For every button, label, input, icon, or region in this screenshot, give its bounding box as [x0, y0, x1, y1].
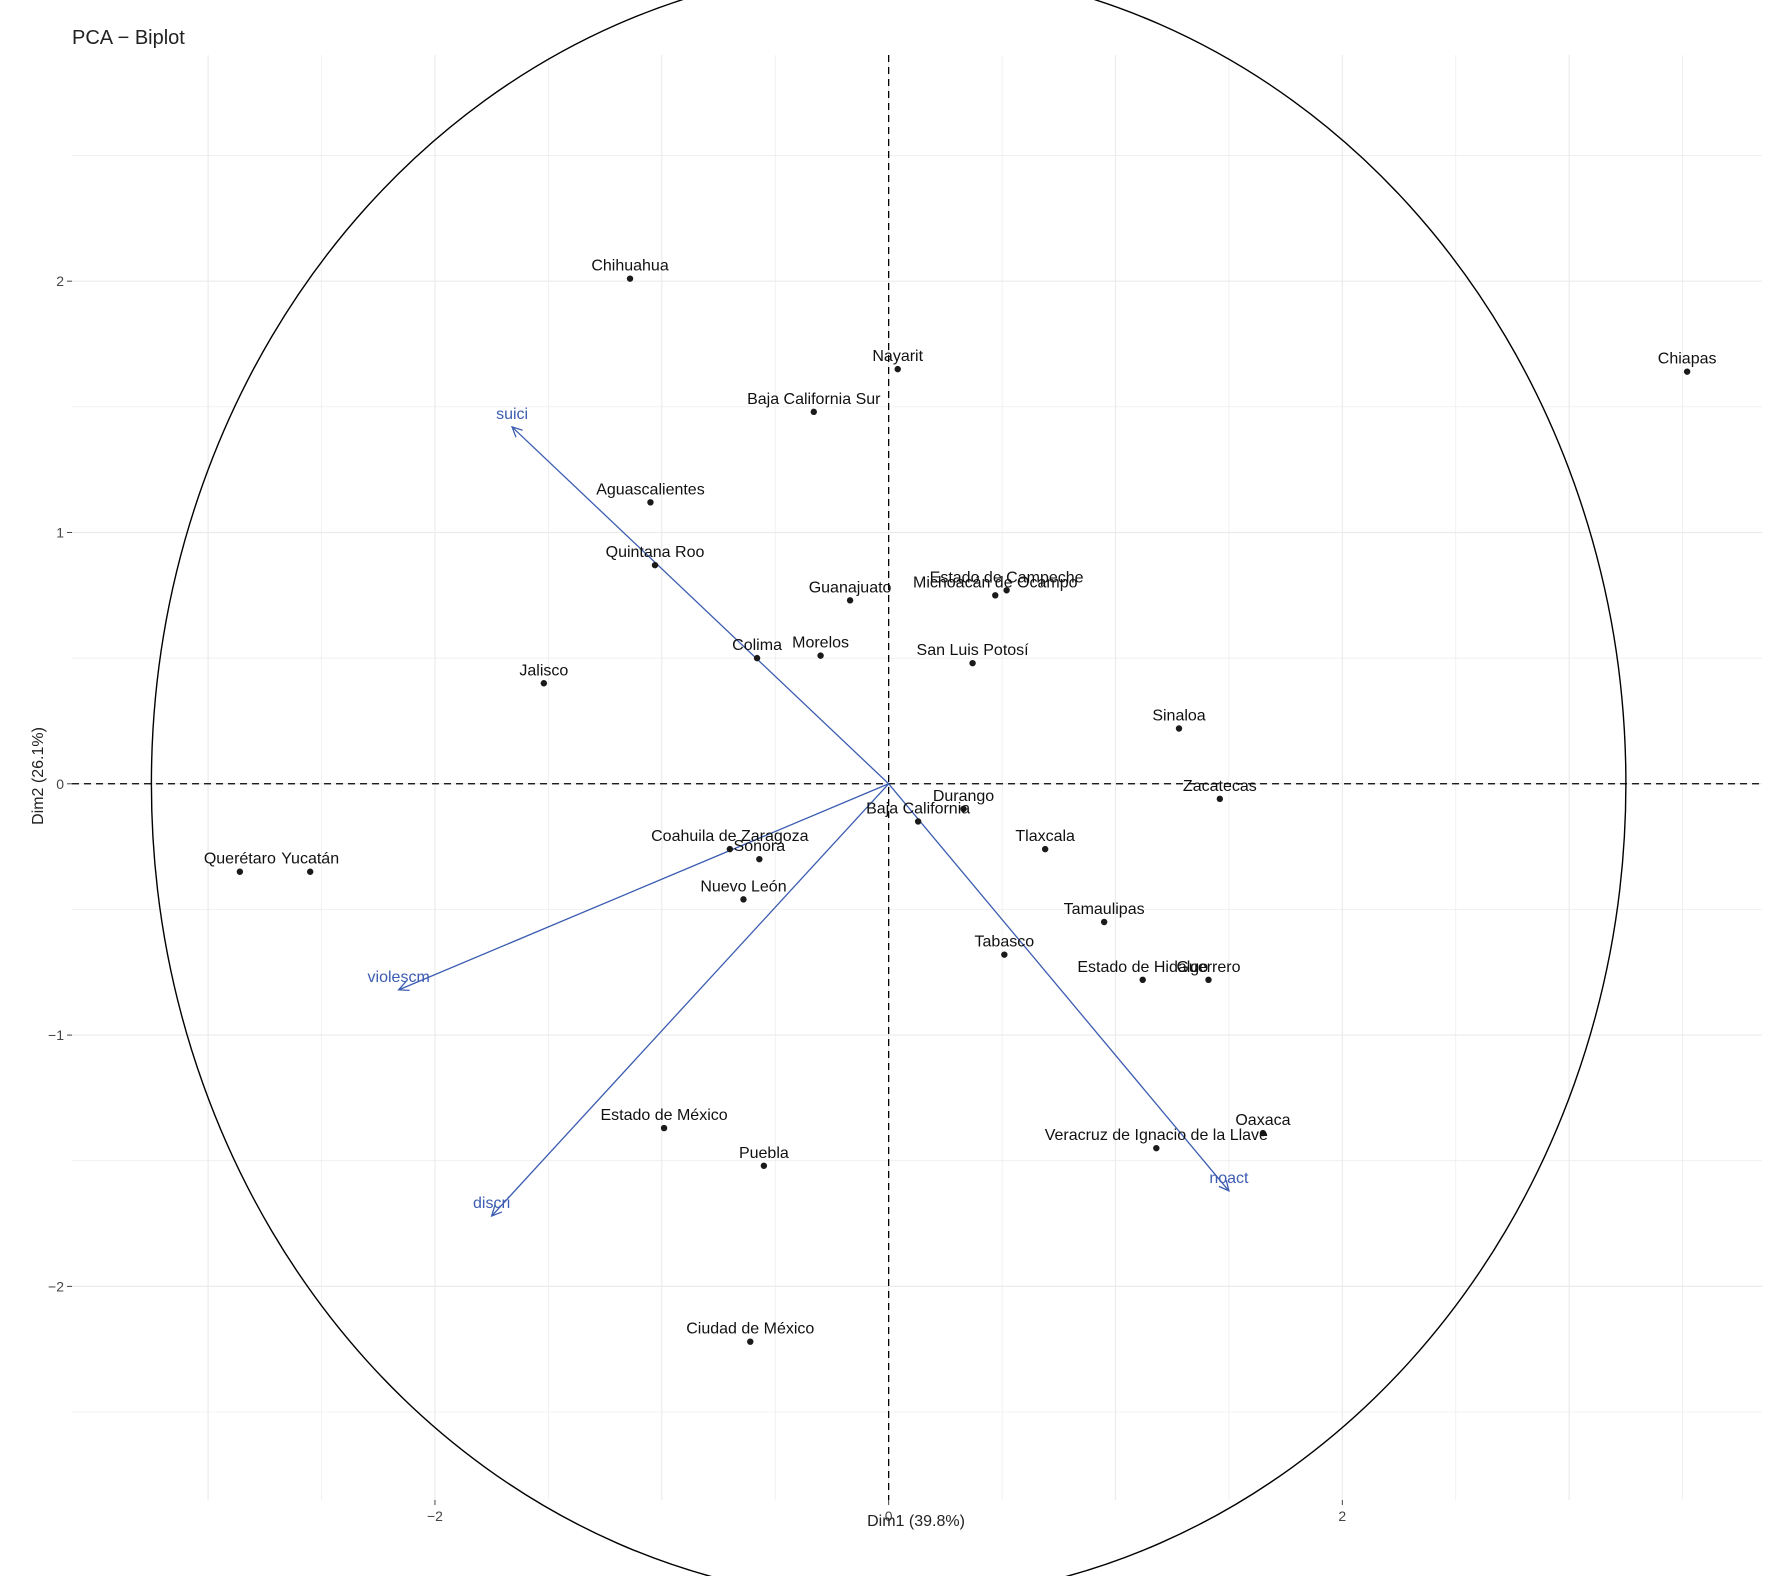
point-label-baja-california-sur: Baja California Sur [747, 391, 881, 408]
point-chiapas [1683, 368, 1691, 375]
point-chihuahua [626, 275, 634, 282]
point-label-tamaulipas: Tamaulipas [1064, 901, 1145, 918]
point-zacatecas [1216, 795, 1224, 803]
point-label-oaxaca: Oaxaca [1235, 1112, 1290, 1129]
point-estado-de-mexico [660, 1124, 668, 1132]
point-estado-de-campeche [1003, 587, 1010, 594]
point-label-michoacan-de-ocampo: Michoacán de Ocampo [913, 574, 1078, 591]
point-label-zacatecas: Zacatecas [1183, 778, 1257, 795]
chart-title: PCA − Biplot [72, 27, 185, 49]
variable-arrow-noact [888, 783, 1230, 1192]
point-label-estado-de-campeche: Estado de Campeche [930, 569, 1084, 586]
variable-label-violescm: violescm [368, 969, 430, 986]
point-label-sinaloa: Sinaloa [1152, 707, 1205, 724]
point-estado-de-hidalgo [1139, 976, 1146, 983]
x-tick-label: −2 [427, 1508, 443, 1524]
point-label-baja-california: Baja California [866, 800, 970, 817]
point-yucatan [306, 868, 314, 875]
point-coahuila-de-zaragoza [726, 845, 734, 853]
point-ciudad-de-mexico [747, 1338, 754, 1345]
point-label-san-luis-potosi: San Luis Potosí [917, 642, 1030, 659]
variable-label-suici: suici [496, 406, 528, 423]
point-label-yucatan: Yucatán [281, 851, 339, 868]
x-tick-label: 2 [1338, 1508, 1346, 1524]
variable-arrows: suici violescm discri noact [368, 406, 1249, 1218]
point-baja-california [914, 818, 922, 825]
point-label-queretaro: Querétaro [204, 851, 276, 868]
point-label-guanajuato: Guanajuato [809, 579, 892, 596]
point-jalisco [540, 680, 548, 687]
point-veracruz-de-ignacio-de-la-llave [1153, 1144, 1160, 1152]
individual-points: Chihuahua Nayarit Baja California Sur Chiap… [204, 258, 1717, 1345]
point-label-chihuahua: Chihuahua [591, 258, 669, 275]
point-colima [753, 654, 761, 662]
variable-arrowhead-suici [510, 425, 523, 438]
y-tick-label: 2 [56, 273, 64, 289]
point-label-sonora: Sonora [734, 838, 786, 855]
point-label-estado-de-mexico: Estado de México [600, 1107, 727, 1124]
x-tick-label: 0 [885, 1508, 893, 1524]
variable-arrow-violescm [398, 783, 889, 991]
point-label-tabasco: Tabasco [975, 934, 1035, 951]
point-queretaro [236, 868, 244, 875]
point-label-tlaxcala: Tlaxcala [1015, 828, 1075, 845]
variable-label-noact: noact [1209, 1170, 1249, 1187]
point-baja-california-sur [810, 408, 817, 416]
variable-arrowhead-discri [490, 1205, 503, 1218]
y-tick-label: −2 [48, 1278, 64, 1294]
point-label-veracruz-de-ignacio-de-la-llave: Veracruz de Ignacio de la Llave [1045, 1127, 1268, 1144]
variable-arrowhead-violescm [397, 981, 410, 992]
point-label-coahuila-de-zaragoza: Coahuila de Zaragoza [651, 828, 809, 845]
point-label-nuevo-leon: Nuevo León [700, 878, 786, 895]
point-michoacan-de-ocampo [992, 592, 999, 599]
point-label-guerrero: Guerrero [1176, 959, 1240, 976]
variable-arrowhead-noact [1218, 1180, 1230, 1193]
point-tlaxcala [1041, 845, 1049, 853]
point-aguascalientes [647, 499, 654, 506]
x-axis-title: Dim1 (39.8%) [867, 1513, 965, 1530]
variable-arrow-suici [511, 426, 890, 785]
y-tick-label: 1 [56, 524, 64, 540]
point-sinaloa [1175, 725, 1183, 732]
point-nuevo-leon [740, 896, 747, 903]
point-guanajuato [846, 597, 854, 604]
point-guerrero [1205, 976, 1212, 983]
tick-labels: −2 0 2 −2 −1 0 1 2 [48, 273, 1346, 1524]
zero-reference-lines [72, 55, 1762, 1500]
point-tamaulipas [1100, 918, 1108, 926]
point-label-morelos: Morelos [792, 635, 849, 652]
point-label-chiapas: Chiapas [1658, 351, 1717, 368]
point-label-colima: Colima [732, 637, 782, 654]
point-label-nayarit: Nayarit [872, 348, 923, 365]
point-oaxaca [1259, 1129, 1267, 1137]
point-label-ciudad-de-mexico: Ciudad de México [686, 1321, 814, 1338]
point-morelos [817, 652, 824, 659]
y-tick-label: −1 [48, 1027, 64, 1043]
point-label-jalisco: Jalisco [519, 662, 568, 679]
variable-arrow-discri [491, 783, 890, 1217]
point-label-quintana-roo: Quintana Roo [606, 544, 705, 561]
point-tabasco [1001, 951, 1008, 958]
y-axis-title: Dim2 (26.1%) [30, 727, 47, 825]
point-label-puebla: Puebla [739, 1145, 789, 1162]
variable-label-discri: discri [473, 1195, 510, 1212]
point-durango [960, 805, 967, 813]
point-sonora [756, 855, 763, 863]
point-label-durango: Durango [933, 788, 994, 805]
point-label-aguascalientes: Aguascalientes [596, 481, 705, 498]
point-san-luis-potosi [969, 659, 976, 667]
y-tick-label: 0 [56, 776, 64, 792]
point-label-estado-de-hidalgo: Estado de Hidalgo [1077, 959, 1208, 976]
point-nayarit [894, 365, 901, 373]
point-puebla [760, 1162, 768, 1169]
point-quintana-roo [651, 561, 659, 569]
